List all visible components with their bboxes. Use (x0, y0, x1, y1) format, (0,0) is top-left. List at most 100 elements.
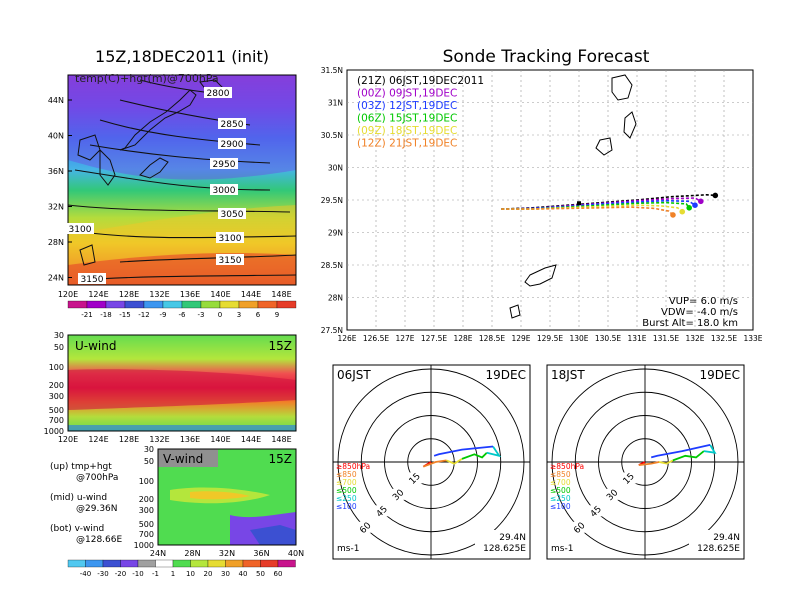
hodo-loc-bg (689, 530, 742, 557)
hodograph-lon: 128.625E (697, 544, 740, 554)
colorbar-swatch (200, 300, 221, 309)
colorbar-tick-label: -30 (97, 570, 108, 578)
burst-point (679, 208, 686, 215)
hodograph-lon: 128.625E (483, 544, 526, 554)
contour-label: 3150 (219, 256, 242, 266)
lat-tick-label: 30N (328, 164, 343, 173)
hodograph-trace (486, 446, 502, 458)
tracking-lon-ticks: 126E 126.5E 127E 127.5E 128E 128.5E 129E 129.5E… (337, 334, 762, 343)
lon-tick-label: 120E (58, 435, 78, 444)
contour-labels: 2800 2850 2900 2950 3000 3050 3100 3100 3150 3150 (66, 87, 246, 285)
lon-tick-label: 126E (337, 334, 356, 343)
lat-tick-label: 24N (48, 274, 64, 283)
colorbar-tick-label: 9 (275, 311, 279, 319)
colorbar-tick-label: -1 (152, 570, 159, 578)
colorbar-swatch (181, 300, 202, 309)
hodograph-trace (446, 458, 463, 465)
island-outline (509, 304, 521, 319)
colorbar-swatch (155, 559, 174, 568)
pressure-legend-entry: ≤500 (550, 486, 571, 495)
colorbar-swatch (124, 300, 145, 309)
contour-label: 3000 (213, 186, 236, 196)
colorbar-swatch (67, 300, 88, 309)
hodo-title-bg (549, 367, 589, 381)
ring-label-bg (373, 505, 390, 517)
tracking-title: Sonde Tracking Forecast (443, 47, 650, 67)
colorbar-tick-label: -40 (80, 570, 91, 578)
contour-label: 2850 (221, 120, 244, 130)
hodograph-plot-area (547, 365, 744, 559)
pressure-tick-label: 100 (139, 477, 154, 486)
legend-entry: (06Z) 15JST,19DEC (357, 113, 457, 125)
island-outline (611, 74, 633, 101)
legend-entry: (12Z) 21JST,19DEC (357, 138, 457, 150)
pressure-legend-entry: ≥850hPa (336, 462, 370, 471)
contour-label-bg (218, 118, 246, 129)
lat-tick-label: 32N (219, 549, 235, 558)
lat-tick-label: 36N (48, 167, 64, 176)
colorbar-tick-label: 0 (218, 311, 222, 319)
ring-label-bg (406, 472, 423, 484)
contour-label: 3150 (81, 275, 104, 285)
note-line: @128.66E (76, 535, 122, 545)
colorbar-swatch (172, 559, 191, 568)
hodograph-trace (703, 444, 717, 454)
pressure-legend-entry: ≤500 (336, 486, 357, 495)
colorbar-swatch (143, 300, 164, 309)
colorbar-tick-label: 30 (221, 570, 230, 578)
hodograph-trace (461, 452, 488, 460)
pressure-tick-label: 100 (49, 363, 64, 372)
note-line: @700hPa (76, 473, 118, 483)
lat-tick-label: 32N (48, 203, 64, 212)
contour-label: 2950 (213, 160, 236, 170)
island-outline (595, 137, 613, 156)
lat-tick-label: 29.5N (321, 196, 343, 205)
contour-label-bg (218, 208, 246, 219)
temperature-colorbar: -21 -18 -15 -12 -9 -6 -3 0 3 6 9 (67, 300, 297, 319)
hodo-title-bg (335, 367, 375, 381)
hodograph-lat: 29.4N (499, 533, 526, 543)
ring-label-bg (604, 488, 621, 500)
contour-label-bg (216, 254, 244, 265)
contour-label: 3050 (221, 210, 244, 220)
lat-tick-label: 24N (150, 549, 166, 558)
v-wind-label: V-wind (163, 452, 203, 466)
colorbar-tick-label: 60 (274, 570, 283, 578)
contour-label-bg (210, 184, 238, 195)
colorbar-swatch (277, 559, 296, 568)
hodograph-trace (672, 450, 705, 462)
colorbar-tick-label: -6 (179, 311, 187, 319)
pressure-tick-label: 50 (144, 457, 154, 466)
contour-label: 2800 (207, 89, 230, 99)
legend-entry: (00Z) 09JST,19DEC (357, 88, 457, 100)
lon-tick-label: 128E (119, 435, 139, 444)
lat-tick-label: 40N (48, 132, 64, 141)
lat-tick-label: 28N (184, 549, 200, 558)
colorbar-tick-label: -21 (81, 311, 92, 319)
colorbar-tick-label: -10 (132, 570, 143, 578)
note-line: (mid) u-wind (50, 493, 107, 503)
sonde-parameter: VUP= 6.0 m/s (669, 296, 738, 307)
lat-tick-label: 30.5N (321, 131, 343, 140)
tracking-forecast: Sonde Tracking Forecast 126E 126.5E 127E 12… (321, 47, 763, 343)
v-wind-lat-ticks: 24N 28N 32N 36N 40N (150, 549, 304, 558)
colorbar-swatch (225, 559, 244, 568)
lon-tick-label: 128.5E (479, 334, 505, 343)
lat-tick-label: 27.5N (321, 326, 343, 335)
lon-tick-label: 127E (395, 334, 414, 343)
wind-colorbar: -40 -30 -20 -10 -1 1 10 20 30 40 50 60 (67, 559, 296, 578)
lon-tick-label: 140E (210, 435, 230, 444)
pressure-legend-entry: ≤850 (550, 470, 571, 479)
burst-point (670, 212, 676, 218)
burst-point (712, 192, 719, 199)
colorbar-swatch (137, 559, 156, 568)
burst-point (698, 198, 704, 205)
lon-tick-label: 140E (210, 290, 230, 299)
lon-tick-label: 133E (743, 334, 762, 343)
pressure-tick-label: 700 (139, 530, 154, 539)
pressure-tick-label: 500 (49, 406, 64, 415)
lon-tick-label: 129.5E (537, 334, 563, 343)
map-lat-ticks: 44N 40N 36N 32N 28N 24N (48, 96, 72, 283)
pressure-tick-label: 300 (139, 506, 154, 515)
